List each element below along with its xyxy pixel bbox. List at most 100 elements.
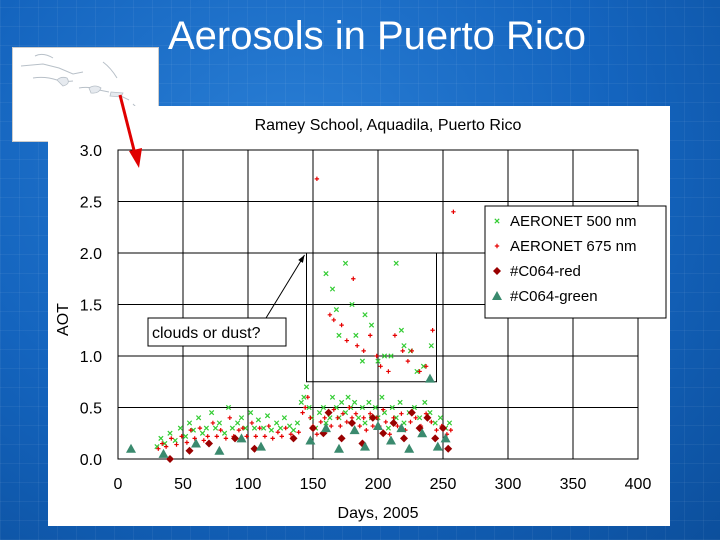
data-point: [212, 425, 219, 431]
data-point: [351, 399, 358, 405]
callout-pointer: [265, 254, 305, 319]
legend-marker: [494, 218, 500, 224]
data-point: [430, 328, 435, 333]
data-point: [279, 434, 284, 439]
data-point: [227, 415, 232, 420]
data-point: [275, 430, 281, 435]
data-point: [429, 419, 434, 425]
data-point: [407, 408, 416, 417]
data-point: [309, 424, 317, 433]
data-point: [324, 408, 333, 417]
data-point: [174, 442, 179, 447]
series-triangle: [126, 373, 451, 458]
data-point: [205, 439, 213, 448]
data-point: [208, 410, 215, 416]
data-point: [303, 384, 310, 390]
data-point: [257, 425, 262, 431]
data-point: [381, 353, 388, 359]
x-tick-label: 150: [300, 476, 327, 493]
y-tick-label: 1.5: [80, 298, 102, 315]
data-point: [186, 420, 193, 426]
data-point: [342, 260, 349, 266]
data-point: [361, 348, 366, 354]
x-tick-label: 400: [625, 476, 652, 493]
data-point: [190, 427, 197, 433]
legend-box: [484, 205, 667, 319]
data-point: [387, 432, 392, 437]
data-point: [368, 322, 375, 328]
data-point: [303, 405, 308, 410]
data-point: [253, 434, 258, 439]
data-point: [163, 444, 169, 449]
data-point: [396, 423, 407, 433]
data-point: [260, 425, 267, 431]
data-point: [167, 430, 173, 436]
data-point: [344, 419, 349, 425]
data-point: [383, 419, 388, 425]
data-point: [160, 441, 165, 446]
data-point: [336, 332, 342, 339]
data-point: [321, 423, 331, 433]
y-tick-label: 0.0: [80, 452, 102, 469]
data-point: [172, 437, 178, 444]
data-points: [126, 176, 456, 463]
data-point: [397, 399, 403, 405]
data-point: [242, 425, 249, 431]
legend-label: AERONET 500 nm: [510, 213, 636, 230]
data-point: [349, 301, 355, 308]
data-point: [169, 436, 174, 441]
data-point: [281, 415, 288, 421]
data-point: [300, 410, 305, 415]
data-point: [305, 435, 316, 445]
data-point: [368, 413, 377, 422]
data-point: [368, 411, 373, 416]
data-point: [432, 420, 438, 426]
y-tick-label: 2.5: [80, 195, 102, 212]
x-axis-label: Days, 2005: [338, 505, 419, 522]
data-point: [344, 338, 349, 343]
data-point: [423, 413, 432, 422]
data-point: [353, 411, 359, 416]
data-point: [401, 420, 407, 426]
data-point: [446, 420, 453, 426]
data-point: [381, 407, 386, 412]
data-point: [427, 410, 433, 416]
data-point: [389, 404, 395, 411]
data-point: [393, 260, 399, 266]
data-point: [404, 443, 415, 453]
data-point: [236, 433, 247, 443]
legend-label: #C064-red: [510, 263, 581, 280]
data-point: [298, 399, 304, 405]
data-point: [366, 399, 372, 405]
data-point: [440, 433, 451, 443]
series-+: [156, 176, 456, 451]
data-point: [360, 441, 370, 451]
data-point: [322, 415, 327, 420]
y-tick-label: 3.0: [80, 143, 102, 160]
x-tick-label: 300: [495, 476, 522, 493]
x-tick-label: 0: [114, 476, 123, 493]
data-point: [283, 425, 288, 431]
data-point: [339, 322, 344, 328]
data-point: [201, 438, 206, 443]
data-point: [335, 415, 340, 420]
legend-marker: [492, 291, 502, 300]
data-point: [420, 363, 427, 369]
data-point: [422, 399, 428, 405]
data-point: [379, 394, 385, 400]
data-point: [195, 415, 202, 421]
data-point: [277, 425, 284, 431]
data-point: [223, 436, 229, 441]
data-point: [423, 364, 429, 369]
data-point: [364, 427, 369, 433]
data-point: [270, 436, 275, 441]
data-point: [400, 348, 405, 354]
data-point: [368, 333, 373, 338]
data-point: [264, 413, 271, 419]
data-point: [338, 399, 345, 405]
data-point: [375, 358, 381, 364]
data-point: [192, 436, 197, 441]
data-point: [158, 448, 169, 458]
data-point: [400, 434, 408, 443]
data-point: [214, 434, 219, 439]
